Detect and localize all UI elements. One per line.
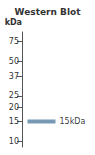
svg-text:50: 50 xyxy=(9,57,19,66)
svg-text:15: 15 xyxy=(9,117,19,126)
svg-text:Western Blot: Western Blot xyxy=(15,7,82,17)
svg-text:20: 20 xyxy=(9,103,19,112)
svg-text:75: 75 xyxy=(9,37,19,46)
svg-text:15kDa: 15kDa xyxy=(60,117,86,126)
svg-text:37: 37 xyxy=(9,72,19,81)
svg-text:10: 10 xyxy=(9,137,19,146)
svg-text:kDa: kDa xyxy=(5,18,22,27)
svg-text:25: 25 xyxy=(9,91,19,100)
